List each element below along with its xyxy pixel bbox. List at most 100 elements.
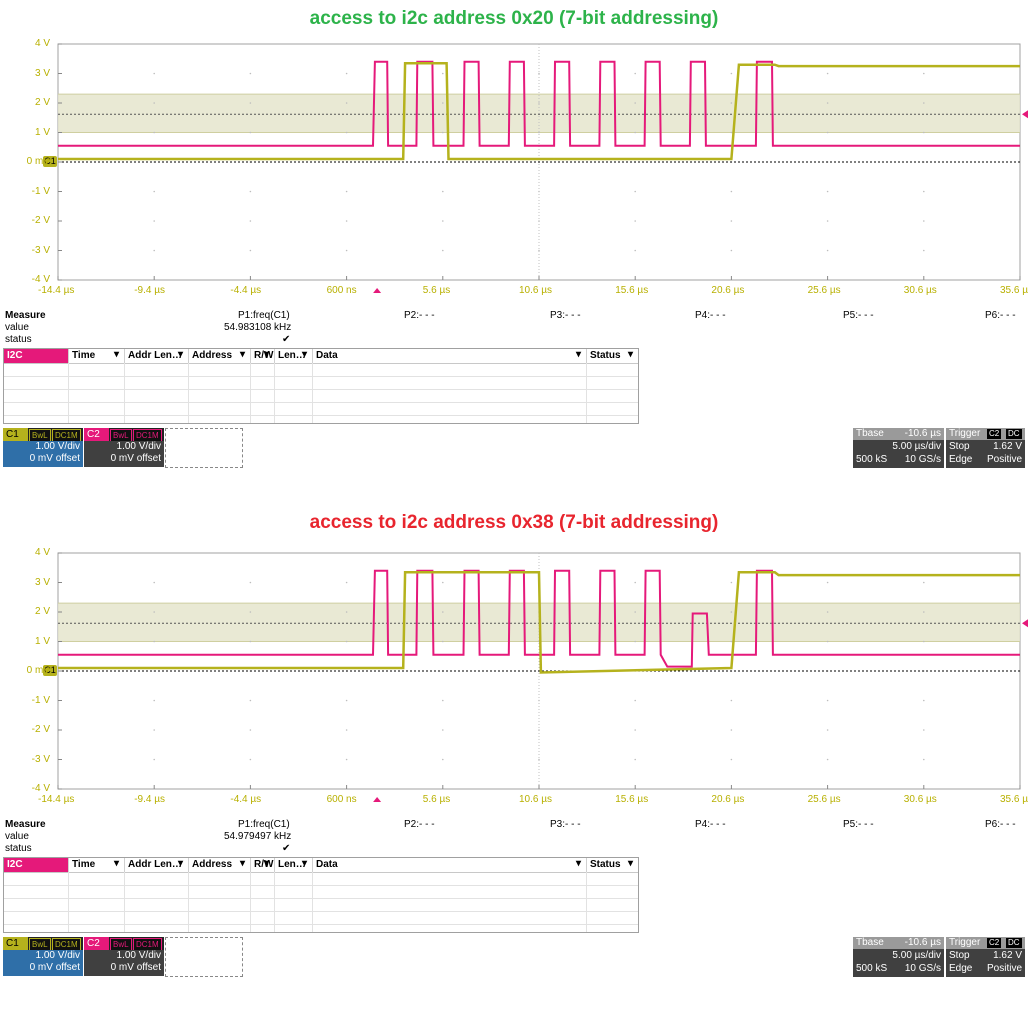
grid-dot — [249, 729, 252, 731]
grid-dot — [826, 699, 829, 702]
sort-arrow-icon[interactable]: ▾ — [114, 858, 120, 869]
grid-dot — [923, 249, 925, 252]
column-header[interactable]: Time — [68, 858, 125, 872]
sort-arrow-icon[interactable]: ▾ — [264, 858, 270, 869]
x-axis-label: 5.6 µs — [422, 794, 451, 805]
x-axis-label: 35.6 µs — [1000, 794, 1028, 805]
trigger-box[interactable]: Trigger C2 DC Stop 1.62 V Edge Positive — [946, 428, 1025, 468]
measure-value: 54.983108 kHz — [224, 322, 292, 333]
measure-param-p3[interactable]: P3:- - - — [550, 819, 581, 830]
timebase-box[interactable]: Tbase -10.6 µs 5.00 µs/div 500 kS 10 GS/s — [853, 937, 944, 977]
column-header[interactable]: Len… — [274, 349, 313, 363]
i2c-decode-table[interactable]: I2C Time ▾ Addr Len… ▾ Address ▾ R/W ▾ Len… ▾ Data ▾… — [3, 348, 639, 424]
column-header[interactable]: Addr Len… — [124, 349, 189, 363]
sort-arrow-wrap: ▾ — [178, 858, 188, 872]
column-header[interactable]: Status — [586, 349, 639, 363]
table-row — [4, 376, 638, 377]
timebase-value: -10.6 µs — [904, 937, 941, 948]
waveform-svg[interactable] — [0, 40, 1028, 300]
timebase-box[interactable]: Tbase -10.6 µs 5.00 µs/div 500 kS 10 GS/s — [853, 428, 944, 468]
grid-dot — [923, 758, 925, 761]
table-header: I2C Time ▾ Addr Len… ▾ Address ▾ R/W ▾ Len… ▾ Data ▾… — [4, 349, 638, 364]
measure-param-p2[interactable]: P2:- - - — [404, 819, 435, 830]
grid-dot — [826, 190, 829, 193]
table-row — [4, 389, 638, 390]
table-column-divider — [312, 872, 313, 932]
grid-dot — [345, 758, 348, 761]
column-header[interactable]: Address — [188, 858, 251, 872]
measure-param-p5[interactable]: P5:- - - — [843, 310, 874, 321]
channel-c2-box[interactable]: C2 BwL DC1M 1.00 V/div 0 mV offset — [84, 428, 164, 468]
column-header[interactable]: Data — [312, 349, 587, 363]
i2c-decode-table[interactable]: I2C Time ▾ Addr Len… ▾ Address ▾ R/W ▾ Len… ▾ Data ▾… — [3, 857, 639, 933]
x-axis-label: -4.4 µs — [230, 794, 262, 805]
trigger-box[interactable]: Trigger C2 DC Stop 1.62 V Edge Positive — [946, 937, 1025, 977]
x-axis-label: 20.6 µs — [711, 794, 745, 805]
grid-dot — [634, 249, 636, 252]
scope-screen-2: C1 4 V 3 V 2 V 1 V 0 mV -1 V -2 V -3 V -4 V -14.4 … — [0, 547, 1028, 1009]
channel-settings: 1.00 V/div 0 mV offset — [3, 441, 83, 467]
sort-arrow-icon[interactable]: ▾ — [302, 349, 308, 360]
measure-param-p2[interactable]: P2:- - - — [404, 310, 435, 321]
channel-header: C1 BwL DC1M — [3, 428, 83, 442]
sort-arrow-icon[interactable]: ▾ — [114, 349, 120, 360]
sort-arrow-icon[interactable]: ▾ — [628, 349, 634, 360]
table-column-divider — [188, 363, 189, 423]
channel-name: C2 — [84, 428, 109, 441]
grid-dot — [826, 611, 829, 613]
grid-dot — [442, 640, 444, 643]
measure-param-p4[interactable]: P4:- - - — [695, 310, 726, 321]
measure-param-p6[interactable]: P6:- - - — [985, 310, 1016, 321]
grid-dot — [826, 72, 829, 75]
grid-dot — [826, 640, 829, 643]
column-header[interactable]: Addr Len… — [124, 858, 189, 872]
column-header[interactable]: Len… — [274, 858, 313, 872]
grid-dot — [730, 131, 733, 134]
column-header[interactable]: R/W — [250, 349, 275, 363]
table-column-divider — [68, 363, 69, 423]
measure-status-row: status ✔ — [0, 843, 1028, 855]
sort-arrow-icon[interactable]: ▾ — [576, 349, 582, 360]
column-header[interactable]: I2C — [4, 349, 68, 363]
table-column-divider — [312, 363, 313, 423]
grid-dot — [153, 220, 155, 222]
sort-arrow-icon[interactable]: ▾ — [628, 858, 634, 869]
status-label: status — [5, 843, 32, 854]
measure-param-p4[interactable]: P4:- - - — [695, 819, 726, 830]
measure-param-p6[interactable]: P6:- - - — [985, 819, 1016, 830]
grid-dot — [153, 640, 155, 643]
column-header[interactable]: Address — [188, 349, 251, 363]
y-axis-label: 0 mV — [26, 665, 50, 676]
sort-arrow-icon[interactable]: ▾ — [240, 349, 246, 360]
sort-arrow-icon[interactable]: ▾ — [178, 349, 184, 360]
sort-arrow-wrap: ▾ — [628, 858, 638, 872]
empty-channel-slot[interactable] — [165, 428, 243, 468]
measure-param-p5[interactable]: P5:- - - — [843, 819, 874, 830]
column-header[interactable]: R/W — [250, 858, 275, 872]
column-header[interactable]: I2C — [4, 858, 68, 872]
column-header[interactable]: Data — [312, 858, 587, 872]
measure-param-p1[interactable]: P1:freq(C1) — [238, 310, 290, 321]
c1-ground-marker: C1 — [43, 665, 57, 676]
y-axis-label: -3 V — [31, 753, 50, 765]
empty-channel-slot[interactable] — [165, 937, 243, 977]
channel-c1-box[interactable]: C1 BwL DC1M 1.00 V/div 0 mV offset — [3, 428, 83, 468]
x-axis-label: -9.4 µs — [134, 794, 165, 805]
channel-offset: 0 mV offset — [110, 962, 161, 973]
sort-arrow-icon[interactable]: ▾ — [302, 858, 308, 869]
channel-c2-box[interactable]: C2 BwL DC1M 1.00 V/div 0 mV offset — [84, 937, 164, 977]
sort-arrow-icon[interactable]: ▾ — [240, 858, 246, 869]
column-header[interactable]: Status — [586, 858, 639, 872]
measure-param-p3[interactable]: P3:- - - — [550, 310, 581, 321]
sort-arrow-icon[interactable]: ▾ — [576, 858, 582, 869]
grid-dot — [538, 131, 540, 134]
waveform-svg[interactable] — [0, 549, 1028, 809]
channel-c1-box[interactable]: C1 BwL DC1M 1.00 V/div 0 mV offset — [3, 937, 83, 977]
scope-screen-1: C1 4 V 3 V 2 V 1 V 0 mV -1 V -2 V -3 V -4 V -14.4 … — [0, 38, 1028, 500]
measure-param-p1[interactable]: P1:freq(C1) — [238, 819, 290, 830]
sort-arrow-icon[interactable]: ▾ — [264, 349, 270, 360]
column-header[interactable]: Time — [68, 349, 125, 363]
y-axis-label: -1 V — [31, 694, 50, 706]
sort-arrow-icon[interactable]: ▾ — [178, 858, 184, 869]
grid-dot — [153, 72, 155, 75]
